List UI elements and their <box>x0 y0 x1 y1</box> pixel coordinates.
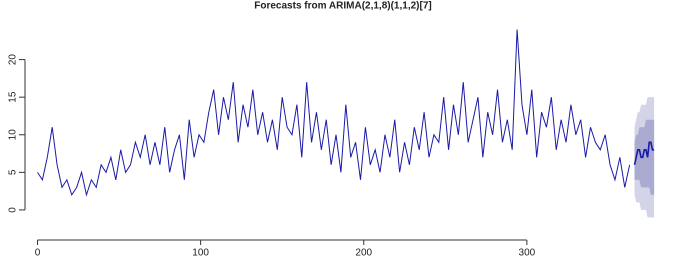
y-tick-label: 5 <box>8 169 19 175</box>
x-tick-label: 300 <box>519 248 536 259</box>
y-tick-label: 20 <box>8 54 19 66</box>
chart-title: Forecasts from ARIMA(2,1,8)(1,1,2)[7] <box>254 1 431 12</box>
x-tick-label: 100 <box>192 248 209 259</box>
band-80 <box>634 119 655 195</box>
y-tick-label: 0 <box>8 207 19 213</box>
x-tick-label: 0 <box>35 248 41 259</box>
x-tick-label: 200 <box>355 248 372 259</box>
data-line <box>37 29 631 197</box>
y-tick-label: 15 <box>8 91 19 103</box>
forecast-line <box>633 141 655 165</box>
y-tick-label: 10 <box>8 129 19 141</box>
